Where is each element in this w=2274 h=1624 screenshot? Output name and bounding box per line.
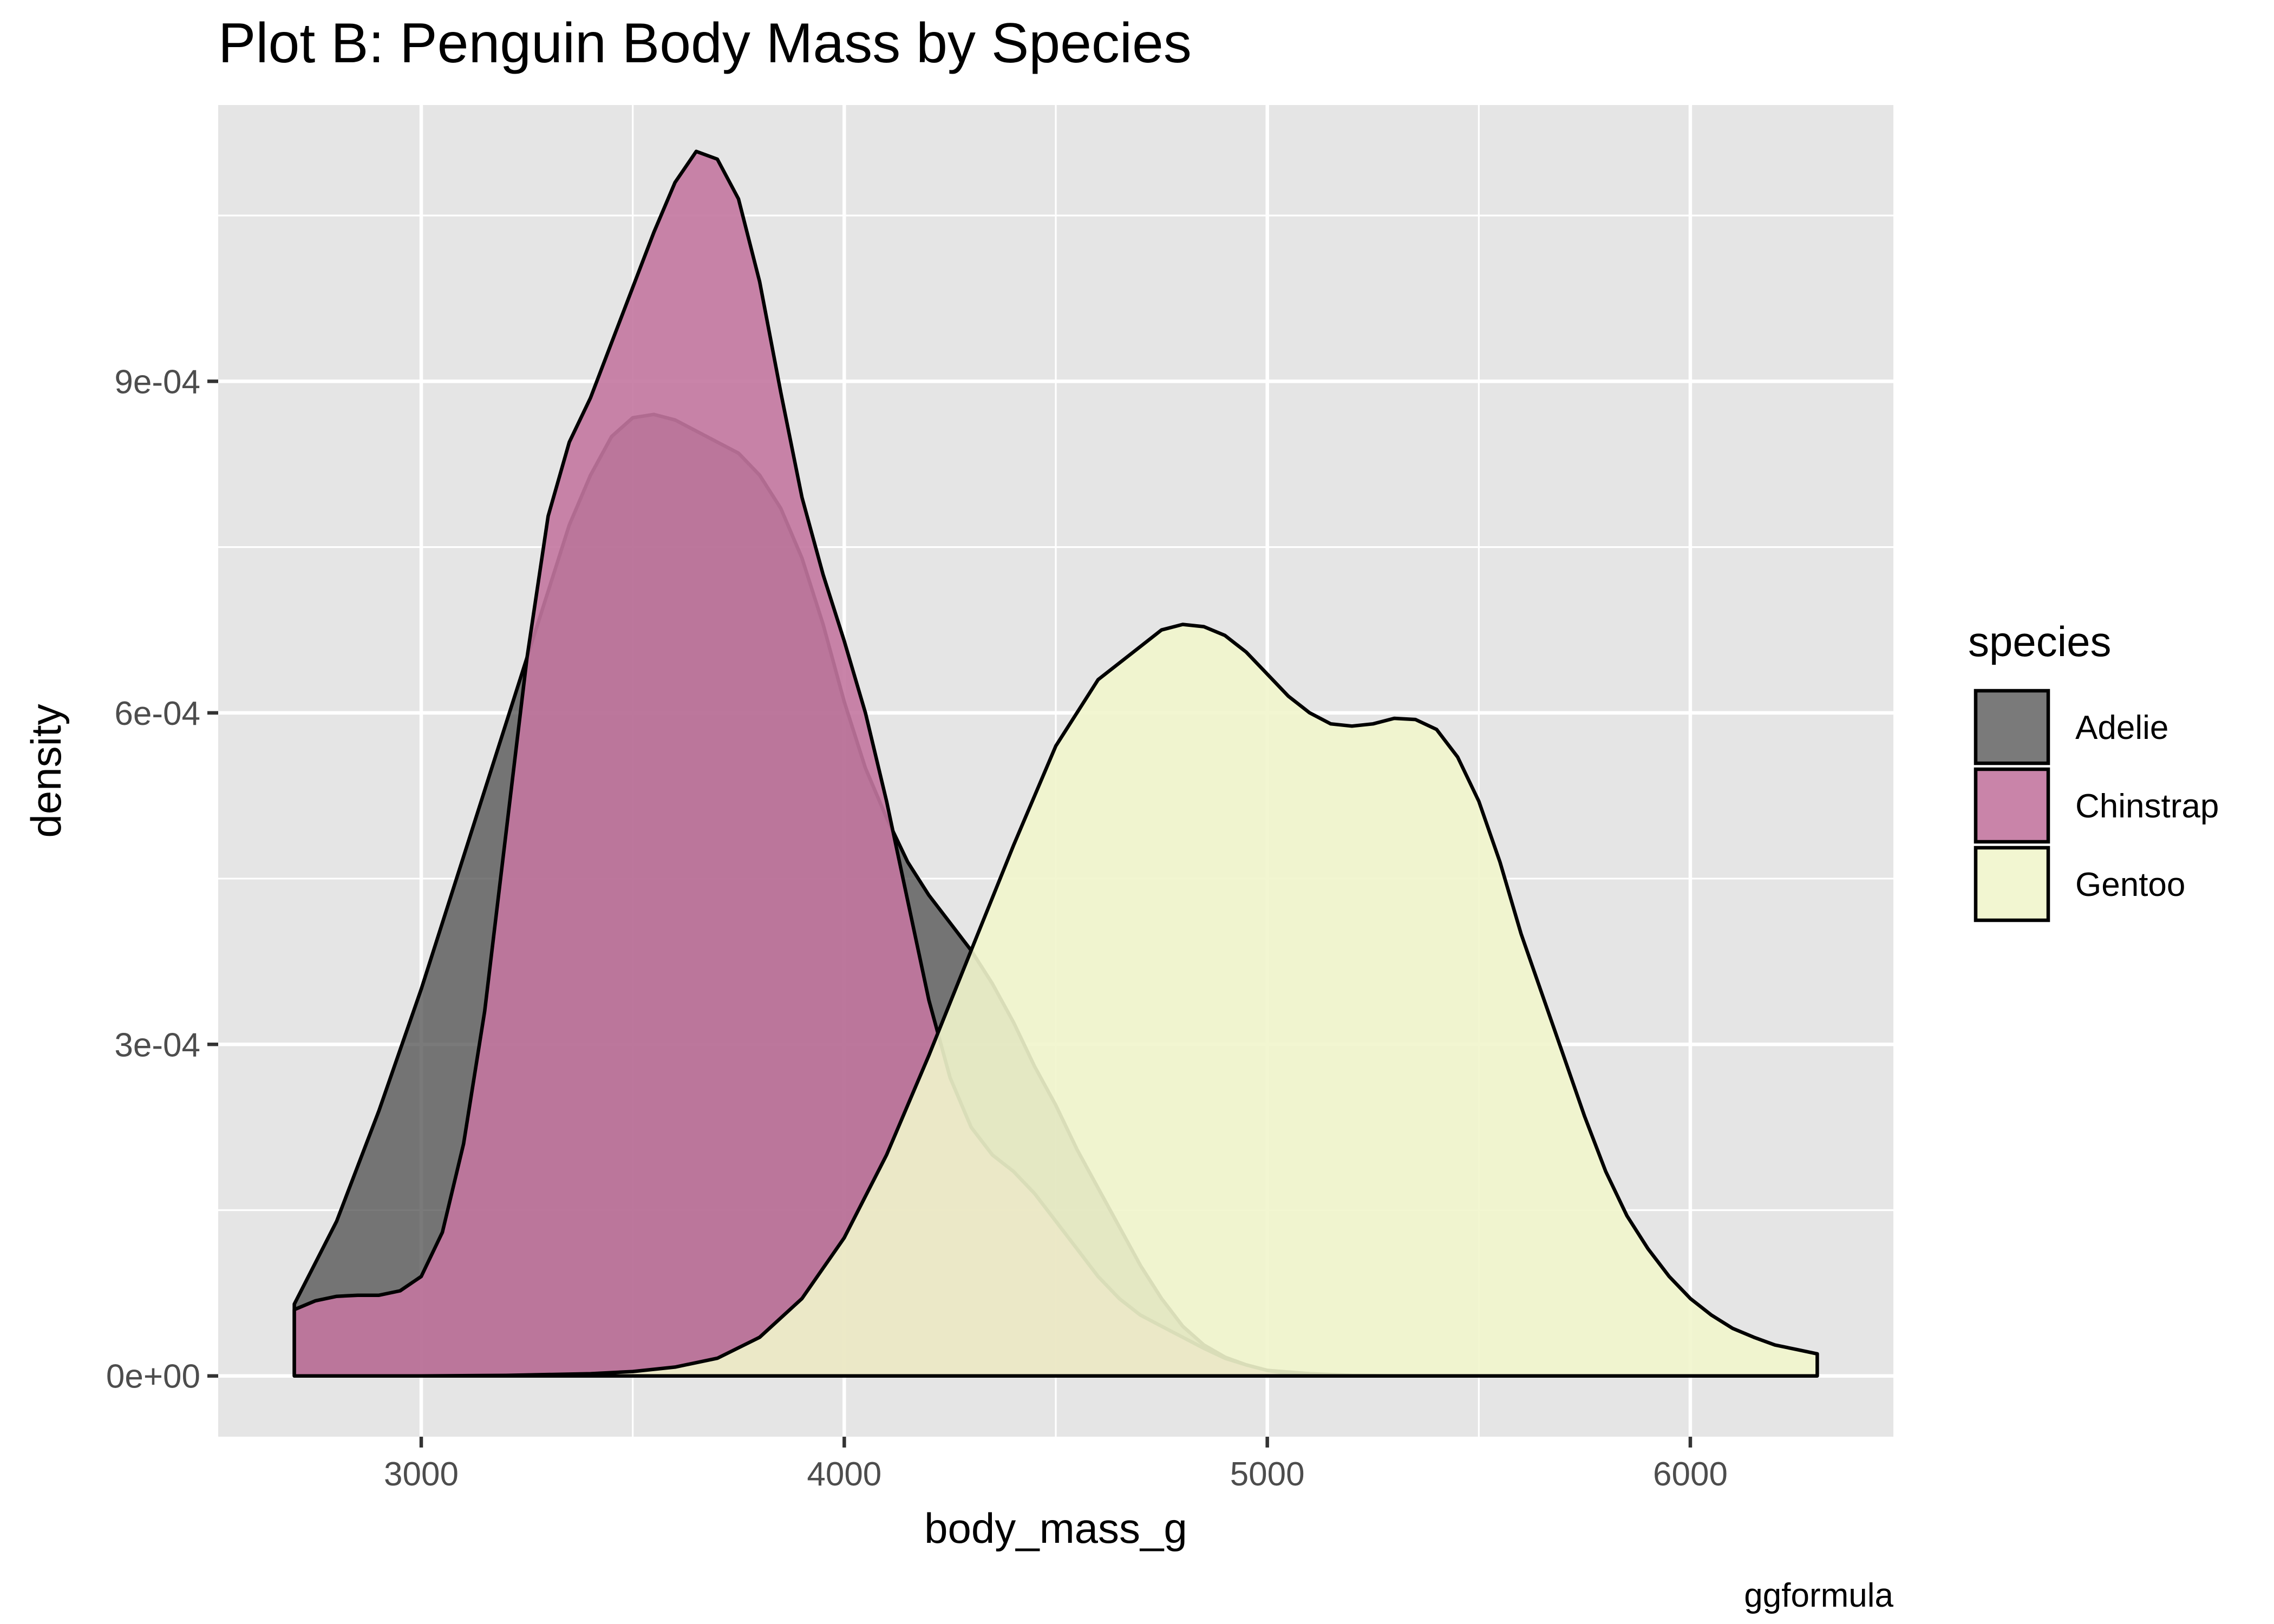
legend-key-gentoo — [1974, 846, 2050, 922]
chart-title: Plot B: Penguin Body Mass by Species — [218, 12, 1192, 75]
y-tick-label: 6e-04 — [114, 695, 200, 732]
legend-key-adelie — [1974, 689, 2050, 765]
chinstrap-density-area — [294, 151, 1352, 1376]
legend-items: Adelie Chinstrap Gentoo — [1974, 689, 2219, 922]
y-tick-label: 9e-04 — [114, 363, 200, 401]
gentoo-density-area — [421, 624, 1818, 1376]
y-axis: 0e+00 3e-04 6e-04 9e-04 — [106, 363, 218, 1396]
y-axis-title: density — [22, 704, 70, 837]
x-tick-label: 3000 — [384, 1456, 459, 1493]
x-axis: 3000 4000 5000 6000 — [384, 1437, 1728, 1493]
x-tick-label: 6000 — [1653, 1456, 1728, 1493]
caption: ggformula — [1744, 1577, 1893, 1614]
legend: species Adelie Chinstrap Gentoo — [1968, 618, 2219, 922]
x-tick-label: 5000 — [1230, 1456, 1305, 1493]
x-axis-title: body_mass_g — [924, 1504, 1187, 1552]
x-tick-label: 4000 — [807, 1456, 881, 1493]
legend-label-adelie: Adelie — [2075, 709, 2168, 746]
y-tick-label: 0e+00 — [106, 1358, 200, 1396]
density-areas — [292, 149, 1819, 1378]
legend-label-gentoo: Gentoo — [2075, 866, 2185, 903]
legend-title: species — [1968, 618, 2111, 665]
y-tick-label: 3e-04 — [114, 1026, 200, 1064]
legend-key-chinstrap — [1974, 767, 2050, 844]
legend-label-chinstrap: Chinstrap — [2075, 788, 2219, 825]
gentoo-density-outline — [419, 623, 1819, 1378]
